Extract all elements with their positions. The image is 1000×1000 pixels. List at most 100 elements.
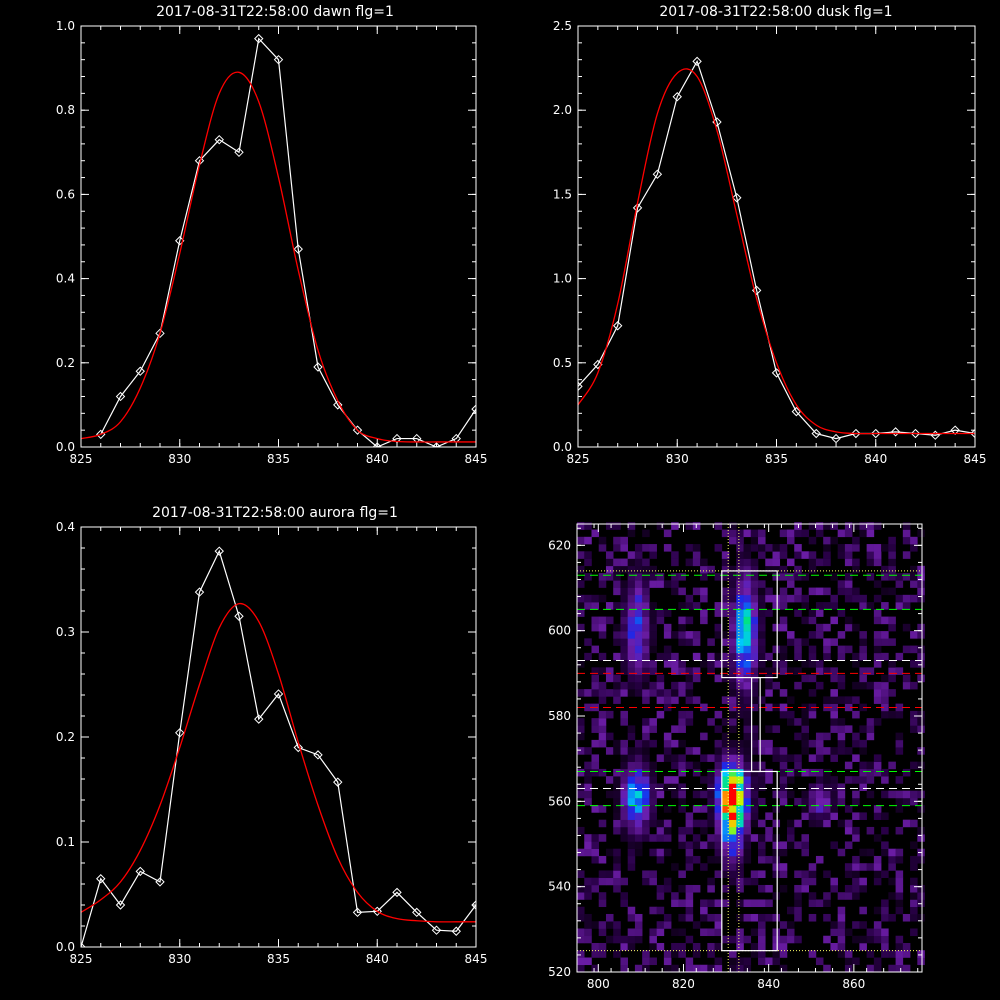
heatmap-cell: [837, 587, 846, 596]
heatmap-cell: [758, 616, 766, 625]
heatmap-cell: [678, 725, 686, 733]
heatmap-cell: [671, 681, 679, 690]
heatmap-cell: [888, 761, 896, 770]
heatmap-cell: [627, 913, 636, 922]
heatmap-cell: [620, 964, 628, 973]
panel2-ytick-label: 0.0: [56, 940, 75, 954]
panel2-plot-area: [81, 546, 476, 947]
heatmap-cell: [844, 544, 853, 552]
heatmap-cell: [823, 899, 831, 908]
heatmap-cell: [714, 623, 723, 632]
heatmap-cell: [707, 667, 715, 675]
heatmap-cell: [801, 594, 810, 603]
heatmap-cell: [729, 826, 737, 835]
heatmap-cell: [779, 544, 788, 552]
heatmap-cell: [613, 819, 621, 828]
heatmap-cell: [656, 790, 665, 799]
heatmap-cell: [815, 899, 824, 908]
heatmap-cell: [758, 957, 766, 966]
heatmap-cell: [627, 805, 636, 813]
heatmap-cell: [786, 834, 795, 842]
heatmap-cell: [656, 826, 665, 835]
heatmap-cell: [830, 594, 838, 603]
heatmap-cell: [721, 551, 730, 559]
heatmap-cell: [830, 783, 838, 791]
heatmap-cell: [852, 587, 860, 596]
heatmap-cell: [584, 884, 592, 893]
heatmap-cell: [881, 587, 889, 596]
heatmap-cell: [700, 906, 708, 915]
heatmap-cell: [772, 725, 781, 733]
heatmap-cell: [649, 616, 657, 625]
heatmap-cell: [663, 529, 672, 538]
heatmap-cell: [844, 522, 853, 530]
heatmap-cell: [801, 718, 810, 726]
heatmap-cell: [888, 544, 896, 552]
heatmap-cell: [656, 921, 665, 929]
heatmap-cell: [729, 877, 737, 886]
heatmap-cell: [642, 870, 650, 879]
panel2-ytick-label: 0.3: [56, 625, 75, 639]
heatmap-cell: [663, 689, 672, 697]
heatmap-cell: [692, 674, 701, 683]
heatmap-cell: [873, 616, 882, 625]
heatmap-cell: [779, 884, 788, 893]
heatmap-cell: [736, 957, 744, 966]
heatmap-cell: [598, 819, 607, 828]
heatmap-cell: [613, 783, 621, 791]
heatmap-cell: [808, 652, 817, 661]
heatmap-cell: [584, 841, 592, 849]
heatmap-cell: [591, 689, 600, 697]
heatmap-cell: [815, 739, 824, 748]
heatmap-cell: [750, 732, 759, 741]
heatmap-cell: [815, 747, 824, 755]
heatmap-cell: [779, 703, 788, 712]
heatmap-cell: [598, 855, 607, 864]
heatmap-cell: [859, 848, 867, 857]
heatmap-cell: [743, 602, 752, 610]
heatmap-cell: [671, 950, 679, 958]
heatmap-cell: [750, 877, 759, 886]
heatmap-cell: [758, 747, 766, 755]
heatmap-cell: [902, 522, 911, 530]
heatmap-cell: [917, 529, 925, 538]
heatmap-cell: [895, 935, 904, 944]
heatmap-cell: [881, 790, 889, 799]
heatmap-cell: [866, 718, 875, 726]
heatmap-cell: [634, 812, 643, 820]
heatmap-cell: [613, 580, 621, 588]
heatmap-cell: [794, 870, 802, 879]
panel2-data-point: [194, 587, 205, 597]
heatmap-cell: [598, 921, 607, 929]
heatmap-cell: [736, 710, 744, 719]
heatmap-cell: [634, 841, 643, 849]
heatmap-cell: [808, 754, 817, 762]
heatmap-cell: [729, 855, 737, 864]
heatmap-cell: [750, 703, 759, 712]
heatmap-cell: [656, 884, 665, 893]
heatmap-cell: [750, 790, 759, 799]
heatmap-cell: [794, 594, 802, 603]
heatmap-cell: [671, 739, 679, 748]
heatmap-cell: [910, 573, 918, 581]
heatmap-cell: [627, 558, 636, 567]
panel1-data-point: [578, 381, 583, 392]
heatmap-cell: [736, 631, 744, 639]
heatmap-cell: [613, 776, 621, 784]
heatmap-cell: [634, 587, 643, 596]
panel0-data-point: [352, 425, 363, 435]
heatmap-cell: [700, 899, 708, 908]
heatmap-cell: [627, 529, 636, 538]
heatmap-cell: [620, 754, 628, 762]
heatmap-cell: [577, 935, 585, 944]
panel2-data-point: [293, 742, 303, 753]
heatmap-cell: [743, 848, 752, 857]
heatmap-cell: [678, 797, 686, 806]
heatmap-cell: [786, 631, 795, 639]
heatmap-cell: [743, 689, 752, 697]
heatmap-cell: [873, 558, 882, 567]
heatmap-cell: [714, 747, 723, 755]
heatmap-cell: [736, 819, 744, 828]
heatmap-cell: [736, 870, 744, 879]
